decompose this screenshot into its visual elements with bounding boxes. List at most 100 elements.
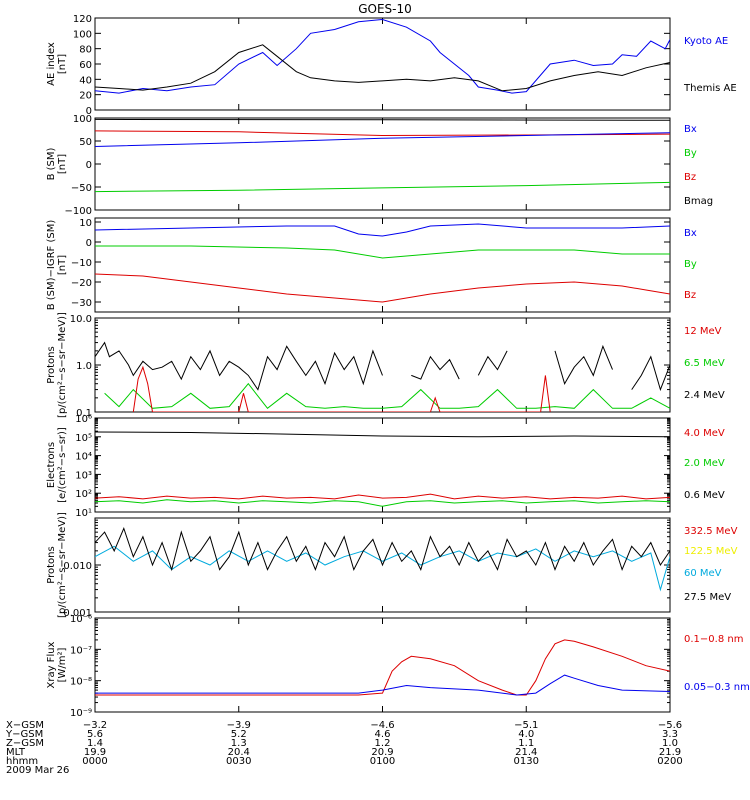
series-line [95, 273, 670, 303]
series-line [104, 382, 670, 410]
x-row-label: hhmm [6, 756, 38, 767]
y-axis-label: [p/(cm²−s−sr−MeV)] [57, 512, 68, 618]
y-axis-label: Electrons [46, 442, 57, 488]
y-tick-label: 10.0 [70, 314, 92, 325]
x-row-value: −5.1 [514, 720, 538, 731]
y-tick-label: 0.010 [63, 561, 92, 572]
series-line [95, 674, 670, 696]
series-line [95, 499, 670, 507]
legend-label: Themis AE [683, 83, 737, 94]
x-row-label: Y−GSM [5, 729, 43, 740]
series-line [95, 245, 670, 259]
y-tick-label: −20 [71, 278, 92, 289]
y-tick-label: 40 [79, 75, 92, 86]
y-tick-label: 10⁻⁷ [70, 645, 92, 656]
y-tick-label: 10⁴ [75, 452, 92, 463]
panel-frame [94, 617, 671, 713]
y-tick-label: 10⁶ [75, 414, 92, 425]
y-tick-label: 0.1 [76, 408, 92, 419]
x-row-value: −3.9 [227, 720, 251, 731]
y-axis-label: [nT] [57, 255, 68, 275]
x-row-value: 1.2 [375, 738, 391, 749]
y-tick-label: 10⁵ [75, 433, 92, 444]
panel-frame [94, 217, 671, 313]
panel-6: 10⁻⁹ 10⁻⁸ 10⁻⁷ 10⁻⁶ Xray Flux [W/m²] 0.1−0.8 n… [46, 614, 750, 719]
legend-label: 2.4 MeV [684, 390, 725, 401]
x-row-value: 4.6 [375, 729, 391, 740]
date-label: 2009 Mar 26 [6, 765, 69, 776]
legend-label: 332.5 MeV [684, 526, 738, 537]
y-tick-label: 10 [79, 218, 92, 229]
series-line [95, 223, 670, 237]
series-line [95, 132, 670, 147]
series-line [95, 526, 670, 572]
x-row-value: −4.6 [370, 720, 394, 731]
legend-label: Bz [684, 290, 696, 301]
legend-label: 0.1−0.8 nm [684, 634, 743, 645]
y-tick-label: −10 [71, 258, 92, 269]
series-line [95, 639, 670, 696]
x-row-value: 0200 [657, 756, 682, 767]
legend-label: Bz [684, 172, 696, 183]
series-line [95, 44, 670, 92]
y-tick-label: 20 [79, 91, 92, 102]
y-tick-label: 10⁻⁸ [70, 677, 92, 688]
x-row-value: 0000 [82, 756, 107, 767]
panel-frame [94, 317, 671, 413]
legend-label: Bmag [684, 196, 713, 207]
y-tick-label: 1.0 [76, 361, 92, 372]
legend-label: Kyoto AE [684, 36, 728, 47]
x-row-label: Z−GSM [6, 738, 44, 749]
legend-label: 0.6 MeV [684, 490, 725, 501]
panel-0: 0 20 40 60 80 100 120 AE index [nT] Kyoto AE Themi… [46, 14, 737, 117]
y-tick-label: 80 [79, 45, 92, 56]
x-row-label: MLT [6, 747, 26, 758]
panel-2: −30 −20 −10 0 10 B (SM)−IGRF (SM) [nT] Bx By Bz [46, 217, 697, 313]
x-row-value: 21.9 [659, 747, 681, 758]
y-tick-label: 60 [79, 60, 92, 71]
y-tick-label: −50 [71, 183, 92, 194]
y-axis-label: Xray Flux [46, 641, 57, 688]
y-tick-label: 10² [75, 489, 92, 500]
x-row-value: 0130 [514, 756, 539, 767]
y-axis-label: [W/m²] [57, 647, 68, 682]
y-tick-label: 0.001 [63, 608, 92, 619]
legend-label: 12 MeV [684, 326, 722, 337]
y-axis-label: B (SM) [46, 147, 57, 180]
series-line [95, 545, 670, 592]
series-line [95, 431, 670, 438]
y-tick-label: 50 [79, 137, 92, 148]
y-tick-label: 10⁻⁹ [70, 708, 92, 719]
x-row-value: 19.9 [84, 747, 106, 758]
x-row-value: −5.6 [658, 720, 682, 731]
series-line [95, 18, 670, 94]
y-tick-label: 0 [86, 106, 92, 117]
x-row-value: 5.6 [87, 729, 103, 740]
figure-title: GOES-10 [358, 2, 412, 16]
x-row-value: 1.3 [231, 738, 247, 749]
y-axis-label: [nT] [57, 54, 68, 74]
legend-label: 27.5 MeV [684, 592, 731, 603]
legend-label: By [684, 259, 697, 270]
x-row-value: 1.0 [662, 738, 678, 749]
y-tick-label: −100 [65, 206, 92, 217]
y-tick-label: 0 [86, 238, 92, 249]
x-row-value: 0030 [226, 756, 251, 767]
legend-label: 4.0 MeV [684, 428, 725, 439]
panel-4: 10¹ 10² 10³ 10⁴ 10⁵ 10⁶ Electrons [e/(cm²−s−sr)… [46, 414, 725, 519]
series-line [95, 181, 670, 193]
legend-label: Bx [684, 124, 697, 135]
y-tick-label: 10³ [75, 470, 92, 481]
panel-3: 0.1 1.0 10.0 Protons [p/(cm²−s−sr−MeV)] 12 Me… [46, 312, 725, 419]
legend-label: Bx [684, 228, 697, 239]
y-tick-label: 10⁻⁶ [70, 614, 92, 625]
y-axis-label: Protons [46, 346, 57, 383]
x-row-value: 1.1 [518, 738, 534, 749]
x-row-value: 4.0 [518, 729, 534, 740]
panel-1: −100 −50 0 50 100 B (SM) [nT] Bx By Bz Bmag [46, 114, 713, 217]
series-line [95, 118, 670, 121]
x-axis-labels: X−GSM −3.2 −3.9 −4.6 −5.1 −5.6 Y−GSM 5.6 5.2 4.6 4… [5, 720, 683, 776]
series-line [95, 493, 670, 500]
x-row-value: 1.4 [87, 738, 103, 749]
